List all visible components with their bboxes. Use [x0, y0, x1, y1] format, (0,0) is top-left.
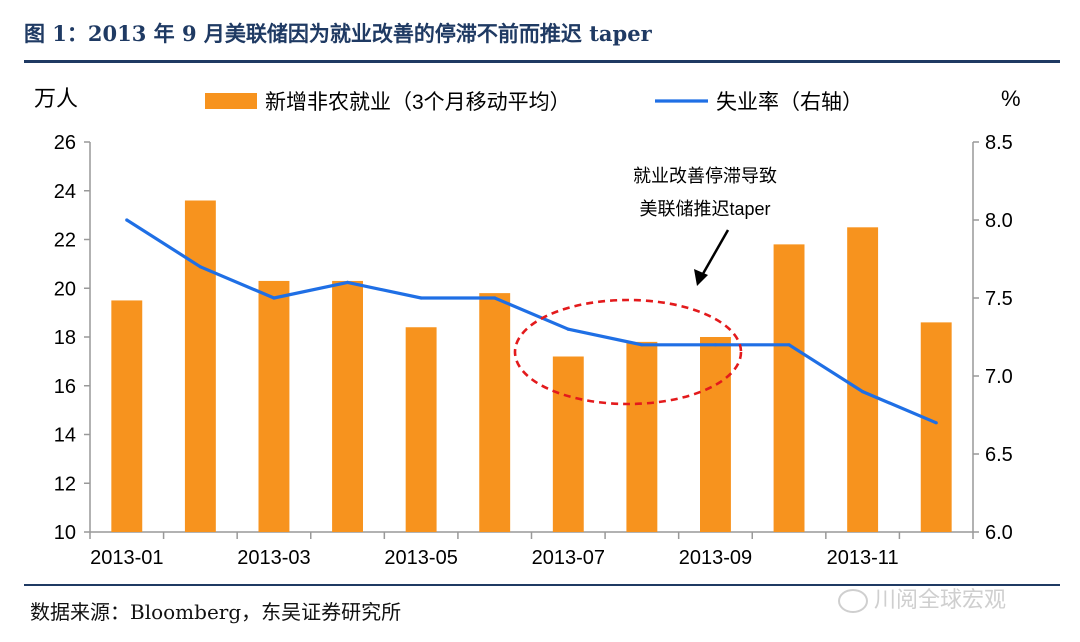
left-tick-label: 20	[54, 278, 76, 300]
highlight-ellipse	[513, 298, 743, 406]
footer-rule	[24, 584, 1060, 586]
bar	[405, 327, 437, 532]
bar	[773, 244, 805, 532]
right-tick-label: 8.5	[985, 132, 1013, 154]
line-point	[640, 343, 644, 347]
line-point	[419, 296, 423, 300]
chart: 10 12 14 16 18 20 22 24 26 6.0 6.5 7.0 7.5 8.0 8.5 2013…	[34, 86, 1021, 569]
left-tick-label: 24	[54, 181, 76, 203]
line-point	[566, 327, 570, 331]
line-point	[934, 421, 938, 425]
line-point	[272, 296, 276, 300]
annotation-line-1: 就业改善停滞导致	[633, 166, 777, 186]
line-point	[861, 390, 865, 394]
left-tick-label: 12	[54, 473, 76, 495]
annotation-arrow	[698, 229, 730, 280]
right-tick-label: 6.5	[985, 444, 1013, 466]
right-tick-label: 8.0	[985, 210, 1013, 232]
x-tick-label: 2013-05	[384, 547, 457, 569]
line-point	[713, 343, 718, 347]
unemployment-line	[125, 218, 937, 425]
line-point	[345, 280, 350, 284]
annotation-line-2: 美联储推迟taper	[639, 199, 770, 219]
annotation-arrowhead	[694, 269, 708, 286]
source-note: 数据来源：Bloomberg，东吴证券研究所	[30, 600, 402, 624]
x-tick-label: 2013-09	[679, 547, 752, 569]
x-tick-label: 2013-01	[90, 547, 163, 569]
bar	[479, 293, 511, 532]
right-tick-label: 7.5	[985, 288, 1013, 310]
line-point	[198, 265, 202, 269]
left-tick-label: 26	[54, 132, 76, 154]
wechat-icon	[838, 589, 868, 613]
legend-line-label: 失业率（右轴）	[716, 91, 863, 114]
watermark-text: 川阅全球宏观	[874, 588, 1007, 613]
bar	[258, 280, 290, 532]
x-tick-label: 2013-07	[532, 547, 605, 569]
left-tick-label: 18	[54, 327, 76, 349]
left-tick-label: 10	[54, 522, 76, 544]
bar	[847, 227, 879, 532]
title-rule	[24, 60, 1060, 63]
left-tick-label: 16	[54, 376, 76, 398]
bar	[920, 322, 952, 532]
bar	[626, 341, 658, 532]
bar	[552, 356, 584, 532]
left-tick-label: 14	[54, 425, 76, 447]
line-point	[787, 343, 791, 347]
x-tick-label: 2013-03	[237, 547, 310, 569]
bar	[332, 280, 363, 532]
left-tick-label: 22	[54, 230, 76, 252]
right-tick-label: 6.0	[985, 522, 1013, 544]
x-tick-label: 2013-11	[827, 547, 899, 569]
watermark: 川阅全球宏观	[838, 582, 1006, 614]
bar	[700, 337, 731, 532]
legend-bar-label: 新增非农就业（3个月移动平均）	[265, 91, 571, 114]
bar	[184, 200, 216, 532]
bar	[111, 300, 143, 532]
line-point	[493, 296, 497, 300]
right-unit-label: %	[1001, 86, 1021, 111]
right-tick-label: 7.0	[985, 366, 1013, 388]
line-point	[125, 218, 129, 222]
legend-bar-swatch	[205, 93, 257, 109]
left-unit-label: 万人	[34, 86, 78, 111]
figure-title: 图 1：2013 年 9 月美联储因为就业改善的停滞不前而推迟 taper	[24, 21, 652, 46]
